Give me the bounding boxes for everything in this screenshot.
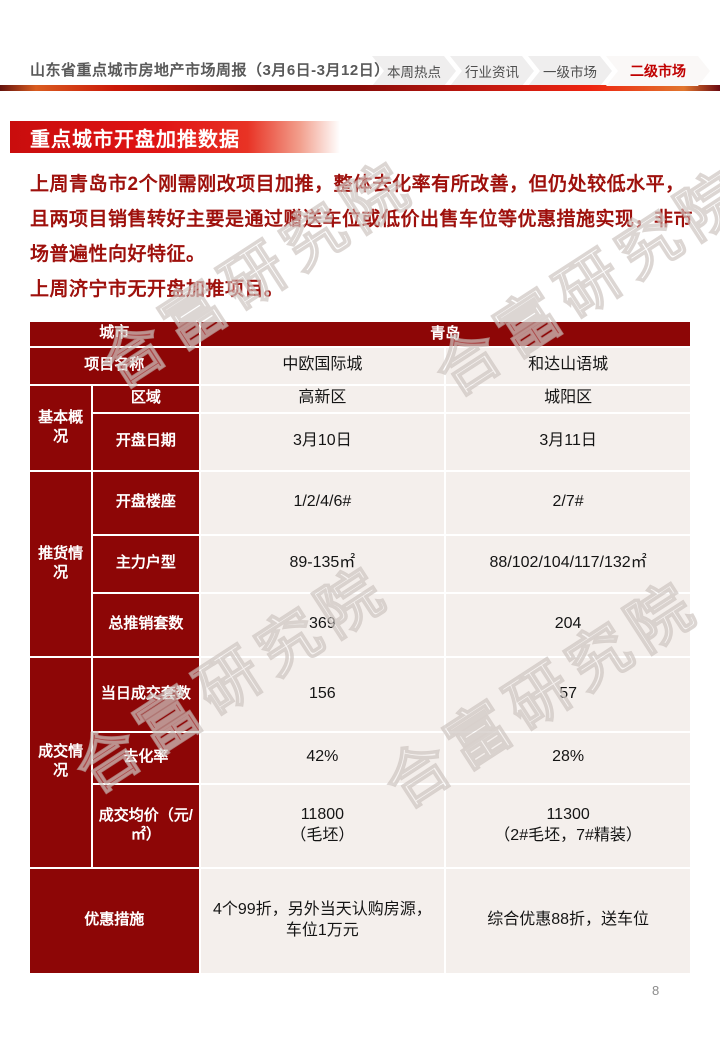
tab-label: 行业资讯 xyxy=(465,65,519,80)
tab-label: 二级市场 xyxy=(630,63,686,79)
header-project-label: 项目名称 xyxy=(30,347,199,384)
cell-day-sold-1: 156 xyxy=(200,657,445,731)
table-row: 主力户型 89-135㎡ 88/102/104/117/132㎡ xyxy=(30,535,690,592)
page-number: 8 xyxy=(652,983,660,998)
cell-promotions-1: 4个99折，另外当天认购房源，车位1万元 xyxy=(200,868,445,973)
cell-total-units-2: 204 xyxy=(446,593,690,656)
cell-total-units-1: 369 xyxy=(200,593,445,656)
project-name-2: 和达山语城 xyxy=(446,347,690,384)
row-label-main-unit-types: 主力户型 xyxy=(93,535,199,592)
cell-day-sold-2: 57 xyxy=(446,657,690,731)
row-label-avg-price: 成交均价（元/㎡） xyxy=(93,784,199,867)
table-row: 总推销套数 369 204 xyxy=(30,593,690,656)
cell-avg-price-1: 11800 （毛坯） xyxy=(200,784,445,867)
summary-line: 上周青岛市2个刚需刚改项目加推，整体去化率有所改善，但仍处较低水平， xyxy=(30,174,685,195)
cell-region-2: 城阳区 xyxy=(446,385,690,412)
cell-region-1: 高新区 xyxy=(200,385,445,412)
tab-label: 一级市场 xyxy=(543,65,597,80)
group-label-supply: 推货情况 xyxy=(30,471,92,656)
row-label-day-sold-units: 当日成交套数 xyxy=(93,657,199,731)
row-label-opening-buildings: 开盘楼座 xyxy=(93,471,199,534)
row-label-opening-date: 开盘日期 xyxy=(93,413,199,470)
table-row: 基本概况 区域 高新区 城阳区 xyxy=(30,385,690,470)
table-row: 优惠措施 4个99折，另外当天认购房源，车位1万元 综合优惠88折，送车位 xyxy=(30,868,690,973)
cell-opening-date-2: 3月11日 xyxy=(446,413,690,470)
tab-industry-news[interactable]: 行业资讯 xyxy=(450,56,534,86)
cell-opening-date-1: 3月10日 xyxy=(200,413,445,470)
summary-line: 上周济宁市无开盘加推项目。 xyxy=(30,279,284,300)
header-divider-rule xyxy=(0,85,720,91)
tab-label: 本周热点 xyxy=(387,65,441,80)
summary-paragraph: 上周青岛市2个刚需刚改项目加推，整体去化率有所改善，但仍处较低水平， 且两项目销… xyxy=(30,167,698,307)
group-label-basic-overview: 基本概况 xyxy=(30,385,92,470)
row-label-promotions: 优惠措施 xyxy=(30,868,199,973)
table-row: 成交情况 当日成交套数 156 57 xyxy=(30,657,690,867)
table-row: 成交均价（元/㎡） 11800 （毛坯） 11300 （2#毛坯，7#精装） xyxy=(30,784,690,867)
tab-weekly-hotspots[interactable]: 本周热点 xyxy=(372,56,456,86)
group-label-transaction: 成交情况 xyxy=(30,657,92,867)
cell-unit-types-2: 88/102/104/117/132㎡ xyxy=(446,535,690,592)
cell-absorption-1: 42% xyxy=(200,732,445,783)
table-row: 推货情况 开盘楼座 1/2/4/6# 2/7# xyxy=(30,471,690,656)
cell-avg-price-2: 11300 （2#毛坯，7#精装） xyxy=(446,784,690,867)
cell-buildings-1: 1/2/4/6# xyxy=(200,471,445,534)
cell-buildings-2: 2/7# xyxy=(446,471,690,534)
tab-secondary-market[interactable]: 二级市场 xyxy=(606,56,710,86)
tab-primary-market[interactable]: 一级市场 xyxy=(528,56,612,86)
row-label-total-units: 总推销套数 xyxy=(93,593,199,656)
nav-tabs: 本周热点 行业资讯 一级市场 二级市场 xyxy=(372,56,710,86)
openings-data-table: 城市 青岛 项目名称 中欧国际城 和达山语城 基本概况 区域 高新区 城阳区 开… xyxy=(28,320,692,975)
cell-promotions-2: 综合优惠88折，送车位 xyxy=(446,868,690,973)
table-row: 去化率 42% 28% xyxy=(30,732,690,783)
section-badge: 重点城市开盘加推数据 xyxy=(10,121,340,153)
row-label-region: 区域 xyxy=(93,385,199,412)
project-name-1: 中欧国际城 xyxy=(200,347,445,384)
summary-line: 且两项目销售转好主要是通过赠送车位或低价出售车位等优惠措施实现，非市 xyxy=(30,209,694,230)
table-row: 城市 青岛 xyxy=(30,322,690,346)
table-row: 项目名称 中欧国际城 和达山语城 xyxy=(30,347,690,384)
table-row: 开盘日期 3月10日 3月11日 xyxy=(30,413,690,470)
header-city-value: 青岛 xyxy=(200,322,690,346)
row-label-absorption-rate: 去化率 xyxy=(93,732,199,783)
report-title: 山东省重点城市房地产市场周报（3月6日-3月12日） xyxy=(30,62,390,79)
cell-absorption-2: 28% xyxy=(446,732,690,783)
summary-line: 场普遍性向好特征。 xyxy=(30,244,206,265)
header-city-label: 城市 xyxy=(30,322,199,346)
cell-unit-types-1: 89-135㎡ xyxy=(200,535,445,592)
